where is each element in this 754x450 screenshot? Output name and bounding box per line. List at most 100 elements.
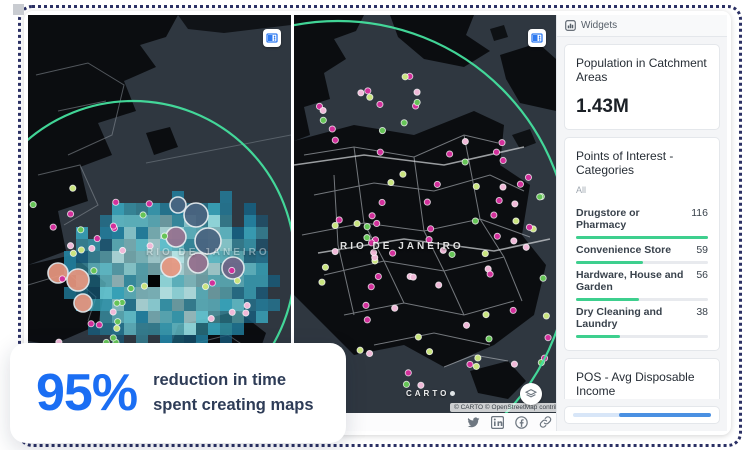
poi-dot[interactable] (228, 266, 236, 275)
poi-dot[interactable] (425, 348, 434, 356)
bubble-marker[interactable] (194, 227, 222, 255)
poi-dot[interactable] (356, 346, 364, 354)
facebook-icon[interactable] (515, 415, 528, 429)
poi-dot[interactable] (366, 349, 374, 358)
range-slider-fill[interactable] (618, 413, 711, 417)
basemap-attribution-button[interactable] (520, 383, 542, 405)
widget-panel-toggle-button-right[interactable] (528, 29, 546, 47)
poi-dot[interactable] (471, 217, 479, 225)
poi-dot[interactable] (319, 116, 327, 124)
poi-dot[interactable] (374, 272, 382, 281)
poi-dot[interactable] (539, 274, 547, 282)
poi-dot[interactable] (202, 283, 210, 291)
poi-dot[interactable] (69, 184, 77, 192)
poi-dot[interactable] (414, 333, 422, 341)
bubble-marker[interactable] (183, 202, 209, 228)
poi-dot[interactable] (376, 100, 384, 108)
poi-dot[interactable] (511, 200, 519, 208)
poi-dot[interactable] (109, 334, 117, 342)
poi-dot[interactable] (328, 125, 336, 133)
link-icon[interactable] (539, 416, 552, 429)
poi-dot[interactable] (404, 369, 412, 377)
poi-dot[interactable] (482, 311, 490, 319)
twitter-icon[interactable] (467, 416, 480, 429)
poi-dot[interactable] (376, 148, 384, 156)
poi-dot[interactable] (433, 180, 441, 188)
poi-dot[interactable] (439, 246, 447, 254)
poi-dot[interactable] (95, 321, 103, 329)
poi-dot[interactable] (387, 178, 395, 187)
poi-dot[interactable] (509, 306, 517, 314)
poi-dot[interactable] (335, 216, 343, 224)
poi-dot[interactable] (486, 270, 494, 278)
poi-dot[interactable] (413, 88, 421, 96)
range-slider[interactable] (573, 413, 711, 417)
poi-dot[interactable] (146, 242, 154, 250)
poi-dot[interactable] (93, 235, 101, 243)
poi-dot[interactable] (542, 312, 550, 320)
poi-dot[interactable] (119, 246, 127, 255)
poi-dot[interactable] (69, 249, 77, 257)
poi-dot[interactable] (29, 201, 37, 209)
poi-dot[interactable] (368, 239, 376, 247)
poi-dot[interactable] (524, 173, 532, 181)
poi-dot[interactable] (409, 273, 417, 281)
poi-dot[interactable] (466, 360, 474, 368)
poi-dot[interactable] (331, 221, 339, 230)
poi-dot[interactable] (516, 180, 524, 188)
bubble-marker[interactable] (187, 252, 209, 274)
poi-dot[interactable] (378, 127, 386, 135)
map-attribution[interactable]: © CARTO © OpenStreetMap contributors (450, 403, 556, 412)
poi-dot[interactable] (485, 335, 493, 343)
selection-handle[interactable] (13, 4, 24, 15)
poi-dot[interactable] (391, 304, 399, 312)
poi-dot[interactable] (66, 242, 75, 250)
poi-dot[interactable] (510, 360, 518, 368)
bubble-marker[interactable] (66, 268, 90, 292)
poi-dot[interactable] (113, 324, 121, 332)
poi-dot[interactable] (140, 282, 148, 290)
bubble-marker[interactable] (73, 293, 93, 313)
poi-dot[interactable] (319, 106, 327, 115)
poi-dot[interactable] (367, 283, 375, 291)
poi-dot[interactable] (242, 309, 250, 317)
poi-dot[interactable] (228, 308, 236, 316)
poi-dot[interactable] (373, 219, 381, 227)
poi-dot[interactable] (378, 198, 386, 207)
poi-dot[interactable] (425, 236, 433, 244)
poi-list-item[interactable]: Convenience Store 59 (576, 240, 708, 265)
poi-dot[interactable] (364, 87, 372, 95)
poi-dot[interactable] (368, 212, 376, 220)
poi-dot[interactable] (499, 156, 507, 165)
poi-dot[interactable] (435, 281, 443, 289)
poi-dot[interactable] (472, 362, 480, 370)
poi-dot[interactable] (87, 320, 95, 328)
poi-dot[interactable] (448, 250, 456, 258)
poi-dot[interactable] (363, 223, 371, 231)
poi-dot[interactable] (474, 354, 482, 362)
poi-dot[interactable] (499, 183, 507, 191)
poi-dot[interactable] (402, 380, 410, 388)
poi-dot[interactable] (544, 334, 552, 342)
poi-dot[interactable] (127, 284, 135, 293)
poi-dot[interactable] (353, 220, 361, 228)
poi-dot[interactable] (417, 381, 425, 389)
poi-dot[interactable] (109, 222, 117, 230)
poi-dot[interactable] (331, 136, 339, 144)
poi-dot[interactable] (492, 148, 501, 156)
poi-dot[interactable] (77, 246, 85, 254)
poi-dot[interactable] (331, 248, 339, 256)
poi-dot[interactable] (366, 93, 374, 101)
poi-dot[interactable] (427, 225, 435, 233)
poi-dot[interactable] (112, 198, 120, 206)
poi-dot[interactable] (498, 139, 506, 147)
widget-panel-toggle-button-left[interactable] (263, 29, 281, 47)
poi-dot[interactable] (67, 210, 75, 218)
poi-dot[interactable] (208, 279, 216, 287)
poi-dot[interactable] (446, 150, 454, 158)
poi-list-item[interactable]: Dry Cleaning and Laundry 38 (576, 302, 708, 339)
poi-dot[interactable] (139, 211, 147, 219)
poi-dot[interactable] (462, 321, 471, 329)
poi-dot[interactable] (90, 267, 98, 275)
poi-dot[interactable] (461, 137, 469, 146)
